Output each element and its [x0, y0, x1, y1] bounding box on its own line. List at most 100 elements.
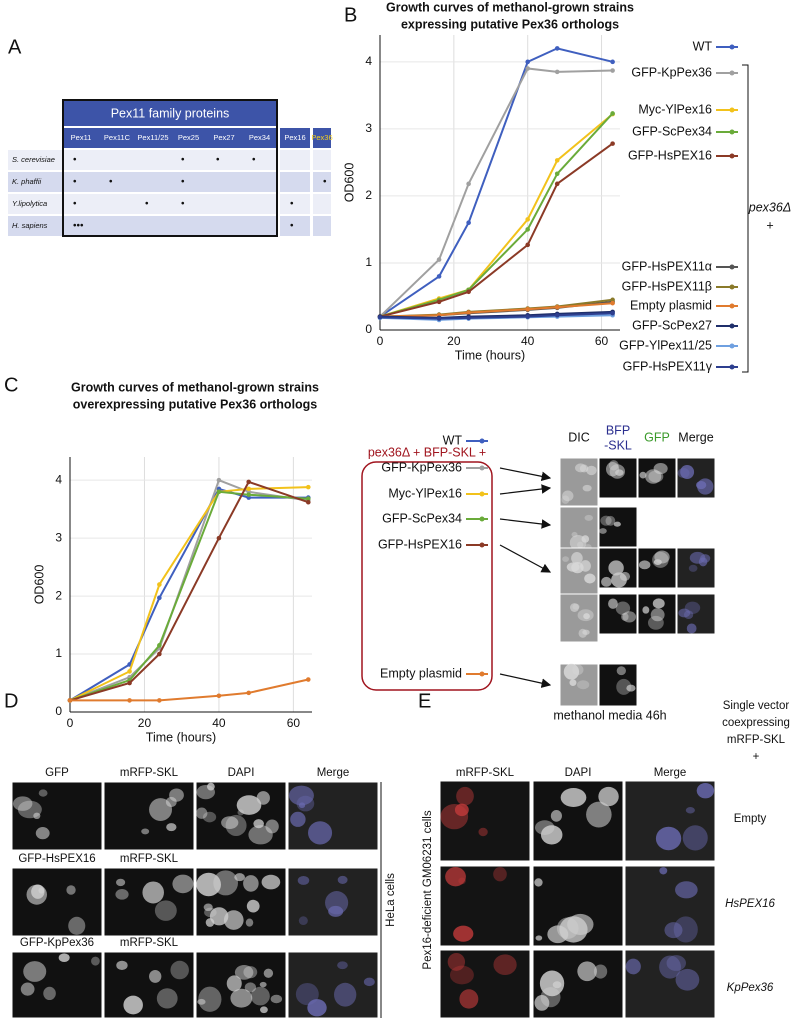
legend-swatch	[479, 438, 485, 444]
legend-label: Myc-YlPex16	[388, 486, 462, 500]
cell	[202, 811, 217, 823]
cell	[447, 952, 466, 971]
column-header: Pex11/25	[137, 133, 168, 142]
data-point	[436, 316, 442, 321]
data-point	[216, 477, 222, 483]
cell	[650, 608, 665, 622]
legend-swatch	[479, 465, 485, 471]
cell	[696, 480, 707, 490]
data-point	[525, 306, 530, 312]
cell	[154, 900, 177, 921]
arrows	[499, 467, 552, 688]
cell	[261, 874, 281, 890]
legend-label: GFP-KpPex36	[381, 460, 462, 474]
cell	[459, 989, 479, 1009]
cell	[685, 807, 695, 814]
cell	[265, 819, 279, 834]
cell	[38, 789, 48, 797]
legend-label: Empty plasmid	[630, 298, 712, 312]
row-label: KpPex36	[727, 982, 774, 994]
column-header: mRFP-SKL	[456, 767, 515, 779]
cell	[609, 464, 626, 479]
cell	[33, 812, 41, 820]
species-label: S. cerevisiae	[12, 155, 55, 164]
cell	[563, 663, 580, 680]
cell-mark: •	[181, 199, 185, 210]
chart-title: Growth curves of methanol-grown strains	[386, 0, 634, 14]
chart-title: Growth curves of methanol-grown strains	[71, 380, 319, 394]
micrograph	[287, 951, 379, 1019]
row-label: Empty	[734, 813, 767, 825]
column-header: DIC	[568, 430, 590, 444]
x-tick-label: 20	[138, 716, 152, 730]
cell	[616, 678, 632, 695]
data-point	[525, 66, 530, 71]
cell	[66, 885, 76, 895]
table-outline	[62, 99, 278, 237]
legend-swatch	[479, 671, 485, 677]
cell	[456, 786, 474, 806]
series-line	[379, 302, 613, 318]
cell-mark: •	[290, 221, 294, 232]
cell-bg	[63, 172, 99, 192]
cell	[58, 953, 70, 963]
cell-bg	[280, 194, 310, 214]
cell	[582, 484, 592, 492]
micrograph	[11, 781, 103, 851]
cell-bg	[63, 150, 99, 170]
cell	[245, 918, 254, 927]
data-point	[554, 46, 560, 51]
legend-label: Myc-YlPex16	[638, 102, 712, 116]
row-label: mRFP-SKL	[120, 853, 179, 865]
cell	[142, 881, 164, 904]
cell	[598, 786, 619, 807]
cell	[196, 784, 216, 800]
data-point	[610, 300, 615, 306]
cell	[675, 881, 698, 899]
cell	[680, 465, 695, 480]
column-header-bg	[171, 128, 206, 148]
y-tick-label: 3	[55, 530, 62, 544]
data-point	[466, 310, 471, 315]
cell-bg	[99, 172, 135, 192]
cell	[325, 891, 349, 915]
cell-bg	[280, 150, 310, 170]
data-point	[67, 698, 73, 703]
cell	[169, 788, 184, 802]
cell-mark: •	[109, 177, 113, 188]
y-tick-label: 0	[55, 704, 62, 718]
cell-mark: •	[73, 177, 77, 188]
cell-bg	[206, 216, 242, 236]
cell	[298, 916, 308, 926]
cell	[608, 560, 624, 576]
column-header: Pex27	[213, 133, 234, 142]
legend-swatch	[729, 129, 735, 135]
data-point	[216, 489, 222, 495]
cell	[156, 988, 178, 1009]
cell	[250, 986, 270, 1006]
cell	[600, 515, 612, 526]
cell-bg	[171, 216, 206, 236]
row-bg	[8, 194, 62, 214]
cell	[172, 874, 194, 894]
cell	[608, 598, 618, 609]
cell-mark: •	[181, 177, 185, 188]
cell-bg	[206, 194, 242, 214]
micrograph	[559, 593, 599, 643]
data-point	[610, 297, 615, 303]
micrograph	[598, 506, 638, 548]
cell	[622, 611, 637, 623]
cell	[206, 782, 215, 791]
legend-swatch	[729, 303, 735, 309]
cell	[68, 916, 86, 935]
cell	[540, 825, 563, 845]
cell	[295, 982, 319, 1006]
data-point	[525, 242, 530, 248]
cell	[198, 986, 222, 1012]
cell	[259, 981, 267, 988]
cell	[534, 878, 543, 887]
cell	[647, 615, 664, 630]
cell	[288, 785, 314, 806]
x-axis-label: Time (hours)	[146, 730, 216, 744]
cell-bg	[99, 194, 135, 214]
